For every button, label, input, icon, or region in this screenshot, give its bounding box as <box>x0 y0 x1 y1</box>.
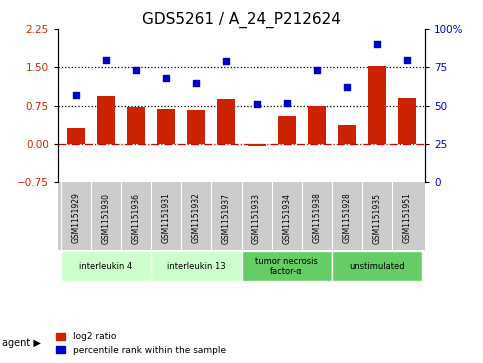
Bar <box>97 95 115 144</box>
Point <box>72 92 80 98</box>
Point <box>403 57 411 63</box>
Text: GSM1151936: GSM1151936 <box>132 192 141 244</box>
Text: GSM1151951: GSM1151951 <box>402 192 412 244</box>
Bar <box>278 116 296 144</box>
Bar <box>67 128 85 144</box>
Text: GSM1151930: GSM1151930 <box>101 192 111 244</box>
FancyBboxPatch shape <box>242 251 332 281</box>
Point <box>343 85 351 90</box>
Bar <box>368 66 386 144</box>
Text: GSM1151932: GSM1151932 <box>192 192 201 244</box>
Point <box>102 57 110 63</box>
Bar <box>217 99 236 144</box>
Point <box>193 80 200 86</box>
Bar <box>308 106 326 144</box>
FancyBboxPatch shape <box>61 251 151 281</box>
Text: GSM1151928: GSM1151928 <box>342 192 351 243</box>
Bar <box>338 125 356 144</box>
Legend: log2 ratio, percentile rank within the sample: log2 ratio, percentile rank within the s… <box>53 329 229 359</box>
Text: interleukin 13: interleukin 13 <box>167 262 226 271</box>
Bar <box>398 98 416 144</box>
Text: GSM1151938: GSM1151938 <box>312 192 321 244</box>
FancyBboxPatch shape <box>332 251 422 281</box>
Point <box>283 100 290 106</box>
Text: GSM1151931: GSM1151931 <box>162 192 171 244</box>
Text: unstimulated: unstimulated <box>349 262 405 271</box>
Text: GSM1151934: GSM1151934 <box>282 192 291 244</box>
Point <box>373 41 381 47</box>
Point <box>223 58 230 64</box>
Text: interleukin 4: interleukin 4 <box>80 262 133 271</box>
Text: tumor necrosis
factor-α: tumor necrosis factor-α <box>255 257 318 276</box>
Bar <box>187 110 205 144</box>
Title: GDS5261 / A_24_P212624: GDS5261 / A_24_P212624 <box>142 12 341 28</box>
Point <box>132 68 140 73</box>
Bar <box>157 109 175 144</box>
Text: agent ▶: agent ▶ <box>2 338 41 348</box>
Bar <box>127 107 145 144</box>
Text: GSM1151935: GSM1151935 <box>372 192 382 244</box>
Text: GSM1151933: GSM1151933 <box>252 192 261 244</box>
Text: GSM1151929: GSM1151929 <box>71 192 81 244</box>
Point <box>162 75 170 81</box>
FancyBboxPatch shape <box>151 251 242 281</box>
Point <box>253 101 260 107</box>
Text: GSM1151937: GSM1151937 <box>222 192 231 244</box>
Point <box>313 68 321 73</box>
Bar <box>247 144 266 146</box>
